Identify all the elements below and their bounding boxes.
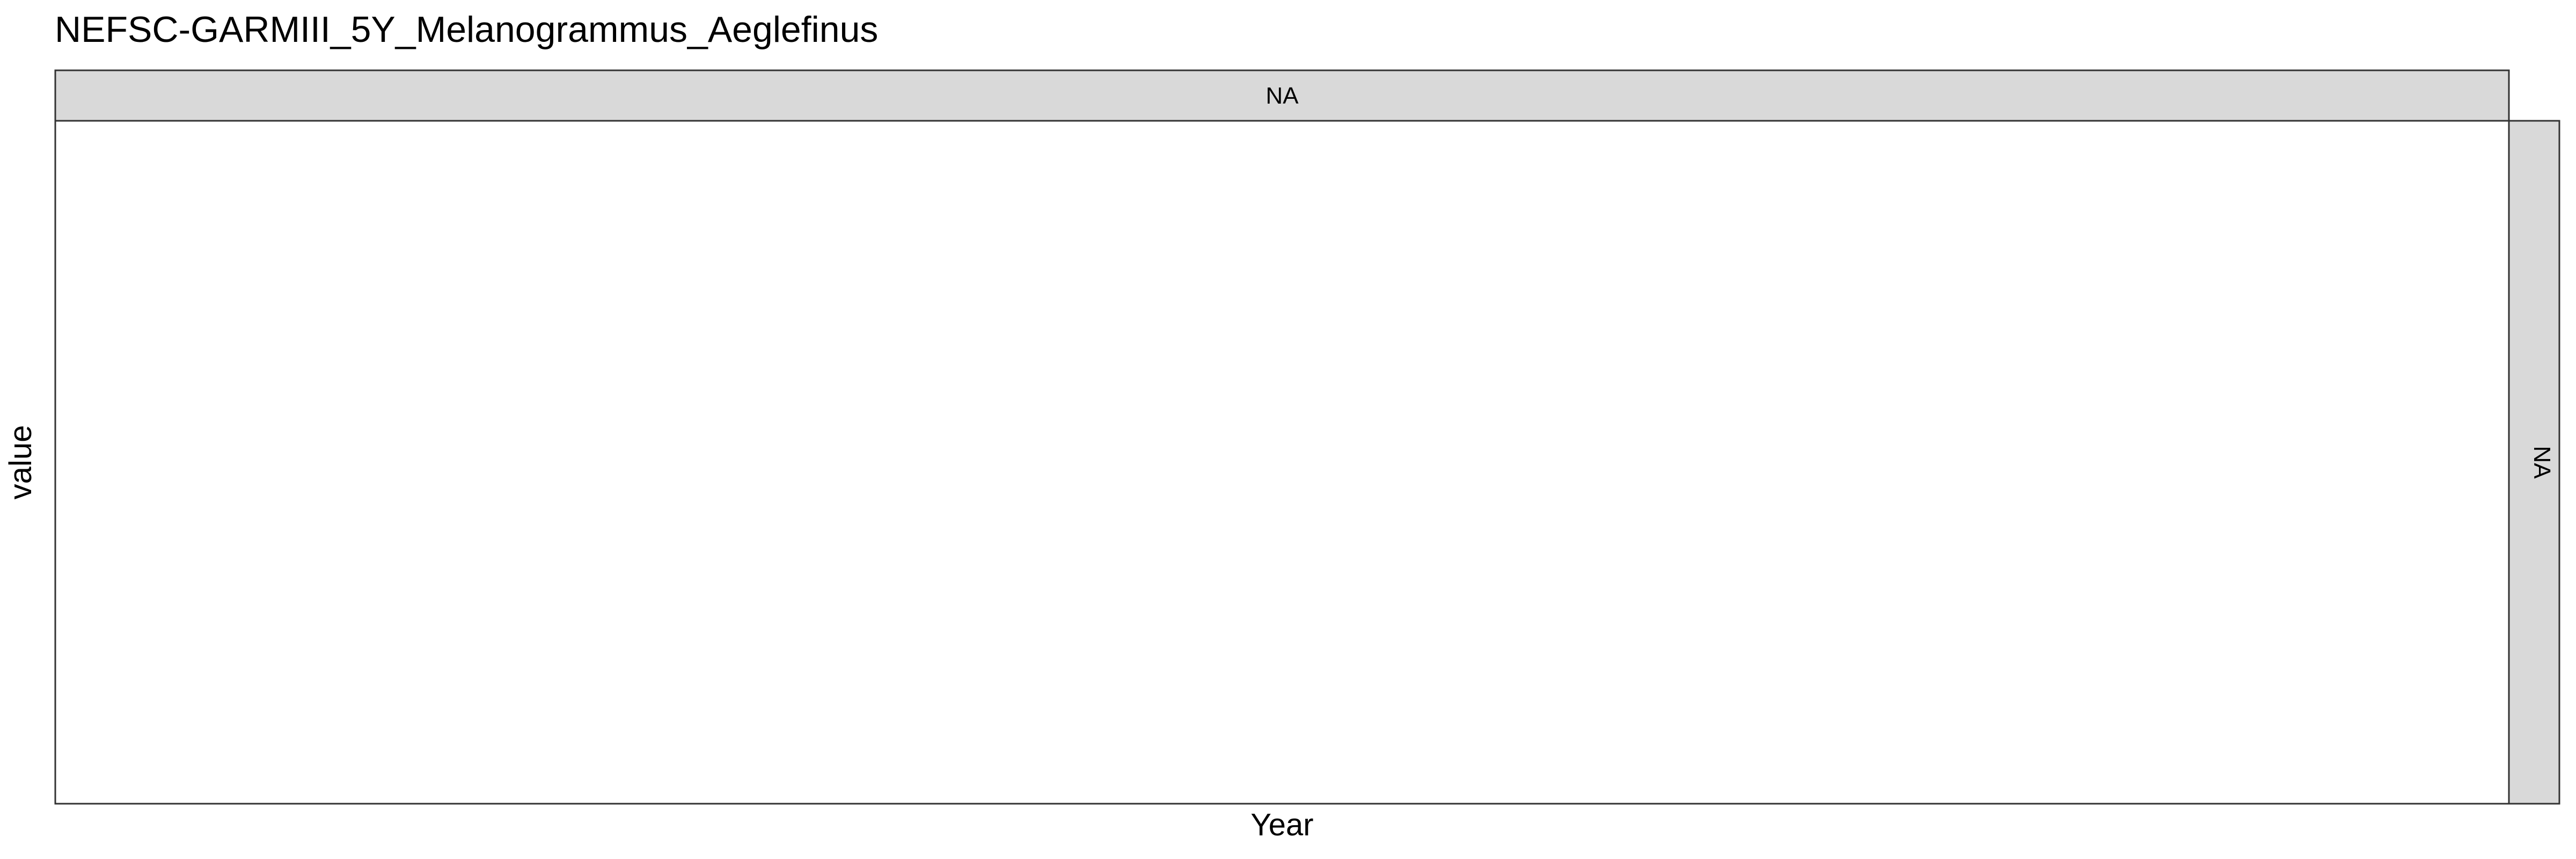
y-axis-label: value bbox=[3, 425, 38, 500]
facet-strip-top-label: NA bbox=[1265, 83, 1299, 109]
facet-strip-right-label: NA bbox=[2529, 446, 2555, 479]
facet-strip-right bbox=[2508, 120, 2560, 805]
facet-strip-top bbox=[54, 69, 2510, 122]
chart-title: NEFSC-GARMIII_5Y_Melanogrammus_Aeglefinu… bbox=[55, 9, 878, 50]
plot-panel bbox=[54, 120, 2510, 805]
x-axis-label: Year bbox=[1250, 807, 1313, 842]
